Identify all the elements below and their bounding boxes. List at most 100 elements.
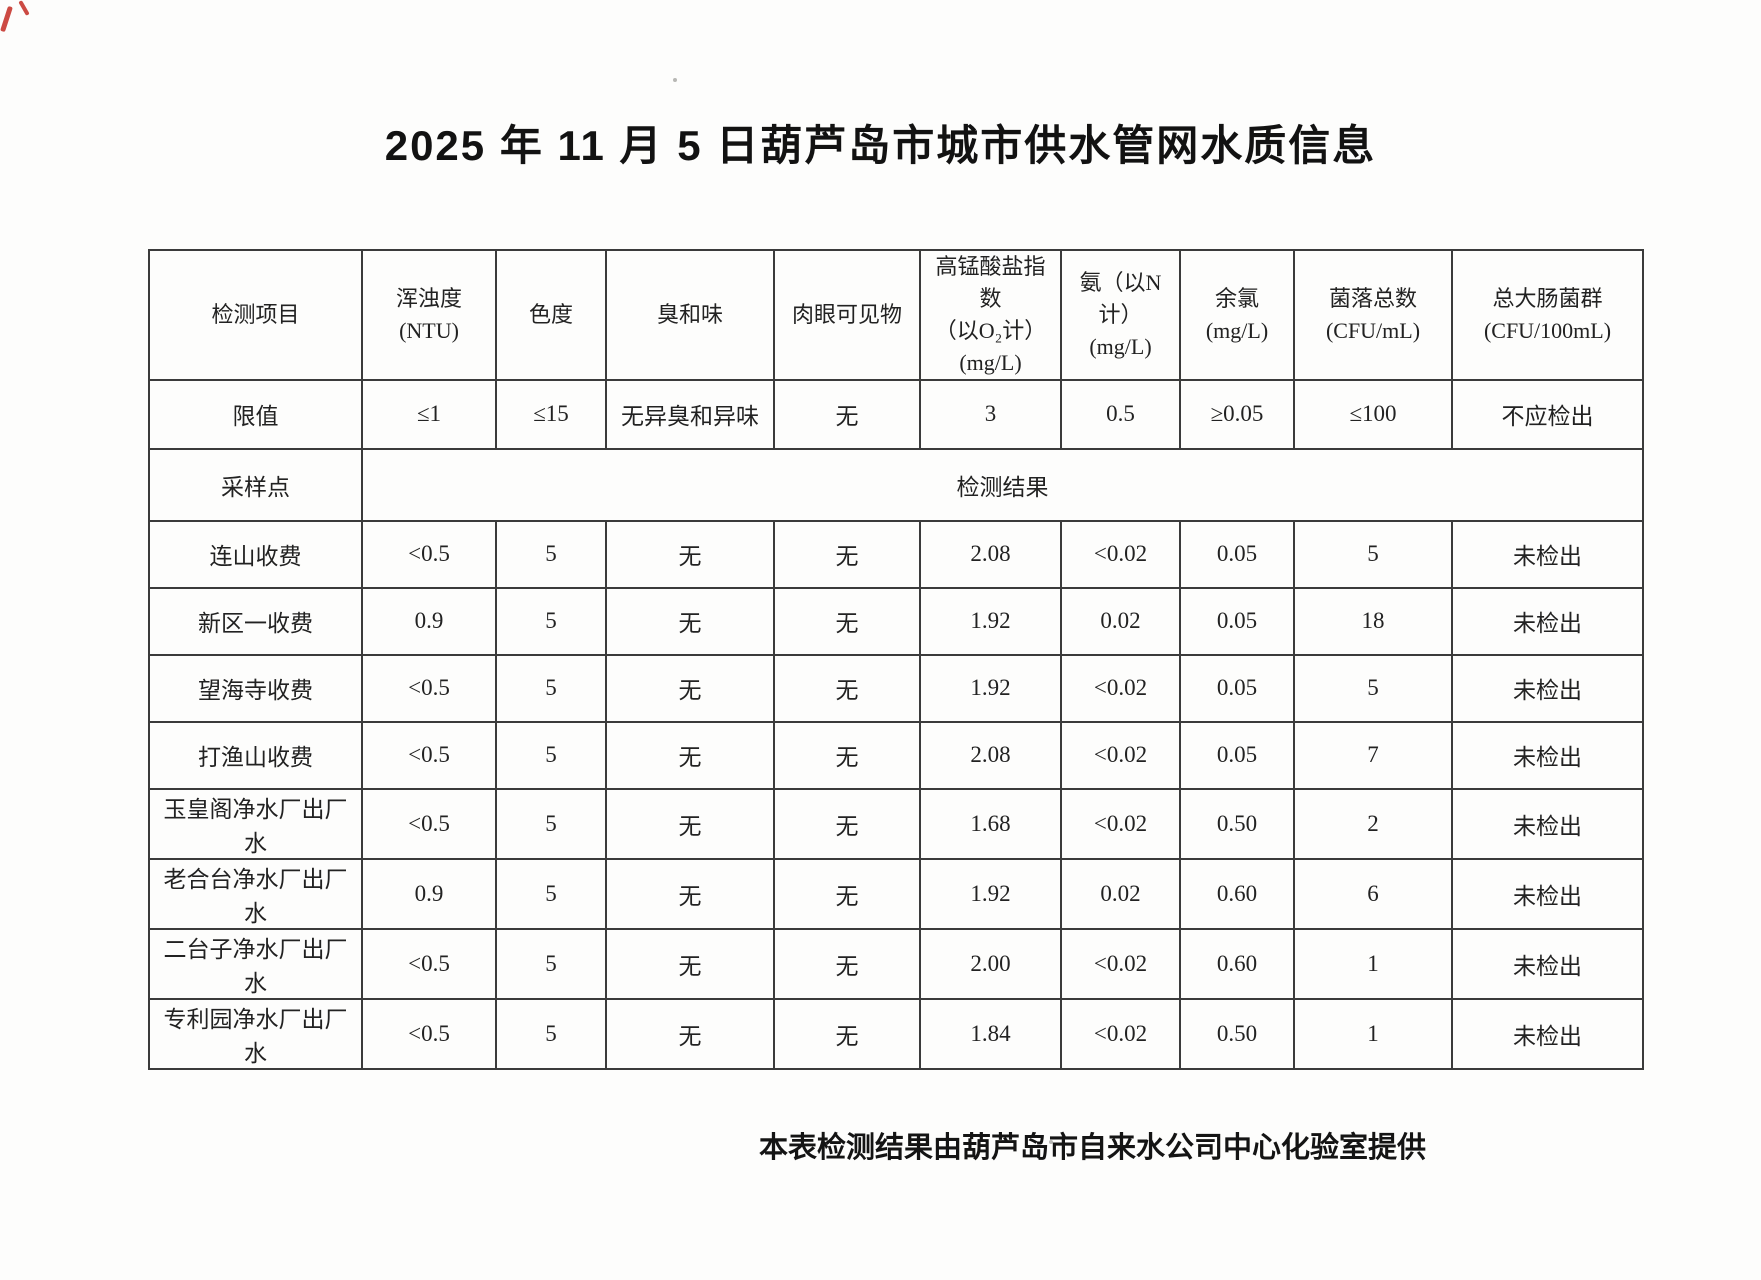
cell-visible-matter: 无: [773, 857, 921, 930]
header-color: 色度: [495, 249, 607, 381]
cell-permanganate: 1.92: [919, 653, 1062, 723]
cell-color: 5: [495, 720, 607, 790]
cell-turbidity: 0.9: [361, 586, 497, 656]
cell-total-coliforms: 未检出: [1451, 787, 1644, 860]
limit-value: 无异臭和异味: [605, 378, 775, 450]
cell-colony-count: 5: [1293, 519, 1453, 589]
table-row: 专利园净水厂出厂水 <0.5 5 无 无 1.84 <0.02 0.50 1 未…: [148, 997, 1644, 1070]
site-name: 二台子净水厂出厂水: [148, 927, 363, 1000]
header-total-coliforms: 总大肠菌群 (CFU/100mL): [1451, 249, 1644, 381]
cell-color: 5: [495, 787, 607, 860]
cell-odor: 无: [605, 927, 775, 1000]
cell-permanganate: 2.00: [919, 927, 1062, 1000]
section-row: 采样点 检测结果: [148, 447, 1644, 522]
cell-residual-chlorine: 0.05: [1179, 653, 1295, 723]
cell-odor: 无: [605, 653, 775, 723]
header-permanganate: 高锰酸盐指数 （以O₂计） (mg/L): [919, 249, 1062, 381]
red-scan-mark: [18, 0, 30, 16]
limit-value: ≤1: [361, 378, 497, 450]
cell-colony-count: 7: [1293, 720, 1453, 790]
cell-visible-matter: 无: [773, 787, 921, 860]
cell-residual-chlorine: 0.60: [1179, 857, 1295, 930]
table-header-row: 检测项目 浑浊度(NTU) 色度 臭和味 肉眼可见物 高锰酸盐指数 （以O₂计）…: [148, 249, 1644, 381]
cell-colony-count: 5: [1293, 653, 1453, 723]
sampling-point-label: 采样点: [148, 447, 363, 522]
cell-ammonia: <0.02: [1060, 653, 1181, 723]
header-odor: 臭和味: [605, 249, 775, 381]
cell-permanganate: 2.08: [919, 519, 1062, 589]
limit-value: 0.5: [1060, 378, 1181, 450]
limit-value: ≥0.05: [1179, 378, 1295, 450]
cell-residual-chlorine: 0.05: [1179, 586, 1295, 656]
cell-residual-chlorine: 0.05: [1179, 720, 1295, 790]
cell-colony-count: 1: [1293, 997, 1453, 1070]
table-row: 新区一收费 0.9 5 无 无 1.92 0.02 0.05 18 未检出: [148, 586, 1644, 656]
site-name: 老合台净水厂出厂水: [148, 857, 363, 930]
cell-turbidity: <0.5: [361, 997, 497, 1070]
cell-color: 5: [495, 927, 607, 1000]
cell-ammonia: <0.02: [1060, 519, 1181, 589]
red-scan-mark: [0, 5, 13, 33]
test-results-label: 检测结果: [361, 447, 1644, 522]
site-name: 连山收费: [148, 519, 363, 589]
page-title: 2025 年 11 月 5 日葫芦岛市城市供水管网水质信息: [384, 122, 1377, 169]
cell-colony-count: 6: [1293, 857, 1453, 930]
limit-value: 不应检出: [1451, 378, 1644, 450]
cell-ammonia: <0.02: [1060, 997, 1181, 1070]
cell-odor: 无: [605, 586, 775, 656]
cell-turbidity: <0.5: [361, 927, 497, 1000]
header-residual-chlorine: 余氯 (mg/L): [1179, 249, 1295, 381]
cell-color: 5: [495, 997, 607, 1070]
cell-total-coliforms: 未检出: [1451, 720, 1644, 790]
cell-ammonia: <0.02: [1060, 787, 1181, 860]
scan-speck: [1049, 1140, 1053, 1144]
cell-turbidity: 0.9: [361, 857, 497, 930]
limit-value: ≤15: [495, 378, 607, 450]
cell-colony-count: 1: [1293, 927, 1453, 1000]
limit-label: 限值: [148, 378, 363, 450]
scan-speck: [673, 78, 677, 82]
cell-total-coliforms: 未检出: [1451, 586, 1644, 656]
table-row: 望海寺收费 <0.5 5 无 无 1.92 <0.02 0.05 5 未检出: [148, 653, 1644, 723]
cell-total-coliforms: 未检出: [1451, 927, 1644, 1000]
limit-value: 3: [919, 378, 1062, 450]
cell-odor: 无: [605, 997, 775, 1070]
cell-permanganate: 1.68: [919, 787, 1062, 860]
cell-visible-matter: 无: [773, 586, 921, 656]
site-name: 玉皇阁净水厂出厂水: [148, 787, 363, 860]
table-row: 二台子净水厂出厂水 <0.5 5 无 无 2.00 <0.02 0.60 1 未…: [148, 927, 1644, 1000]
cell-residual-chlorine: 0.50: [1179, 997, 1295, 1070]
limit-row: 限值 ≤1 ≤15 无异臭和异味 无 3 0.5 ≥0.05 ≤100 不应检出: [148, 378, 1644, 450]
cell-ammonia: 0.02: [1060, 857, 1181, 930]
limit-value: 无: [773, 378, 921, 450]
source-note: 本表检测结果由葫芦岛市自来水公司中心化验室提供: [758, 1131, 1426, 1164]
cell-total-coliforms: 未检出: [1451, 857, 1644, 930]
water-quality-table: 检测项目 浑浊度(NTU) 色度 臭和味 肉眼可见物 高锰酸盐指数 （以O₂计）…: [148, 249, 1644, 1070]
limit-value: ≤100: [1293, 378, 1453, 450]
cell-permanganate: 2.08: [919, 720, 1062, 790]
header-test-item: 检测项目: [148, 249, 363, 381]
cell-visible-matter: 无: [773, 997, 921, 1070]
header-visible-matter: 肉眼可见物: [773, 249, 921, 381]
cell-total-coliforms: 未检出: [1451, 653, 1644, 723]
cell-color: 5: [495, 519, 607, 589]
table-row: 连山收费 <0.5 5 无 无 2.08 <0.02 0.05 5 未检出: [148, 519, 1644, 589]
cell-visible-matter: 无: [773, 927, 921, 1000]
cell-permanganate: 1.92: [919, 586, 1062, 656]
cell-colony-count: 18: [1293, 586, 1453, 656]
cell-odor: 无: [605, 857, 775, 930]
cell-visible-matter: 无: [773, 653, 921, 723]
cell-turbidity: <0.5: [361, 519, 497, 589]
cell-visible-matter: 无: [773, 720, 921, 790]
cell-odor: 无: [605, 519, 775, 589]
cell-total-coliforms: 未检出: [1451, 519, 1644, 589]
table-row: 老合台净水厂出厂水 0.9 5 无 无 1.92 0.02 0.60 6 未检出: [148, 857, 1644, 930]
cell-ammonia: <0.02: [1060, 720, 1181, 790]
cell-color: 5: [495, 857, 607, 930]
cell-color: 5: [495, 586, 607, 656]
header-ammonia: 氨（以N计） (mg/L): [1060, 249, 1181, 381]
cell-total-coliforms: 未检出: [1451, 997, 1644, 1070]
cell-turbidity: <0.5: [361, 653, 497, 723]
cell-odor: 无: [605, 720, 775, 790]
site-name: 新区一收费: [148, 586, 363, 656]
